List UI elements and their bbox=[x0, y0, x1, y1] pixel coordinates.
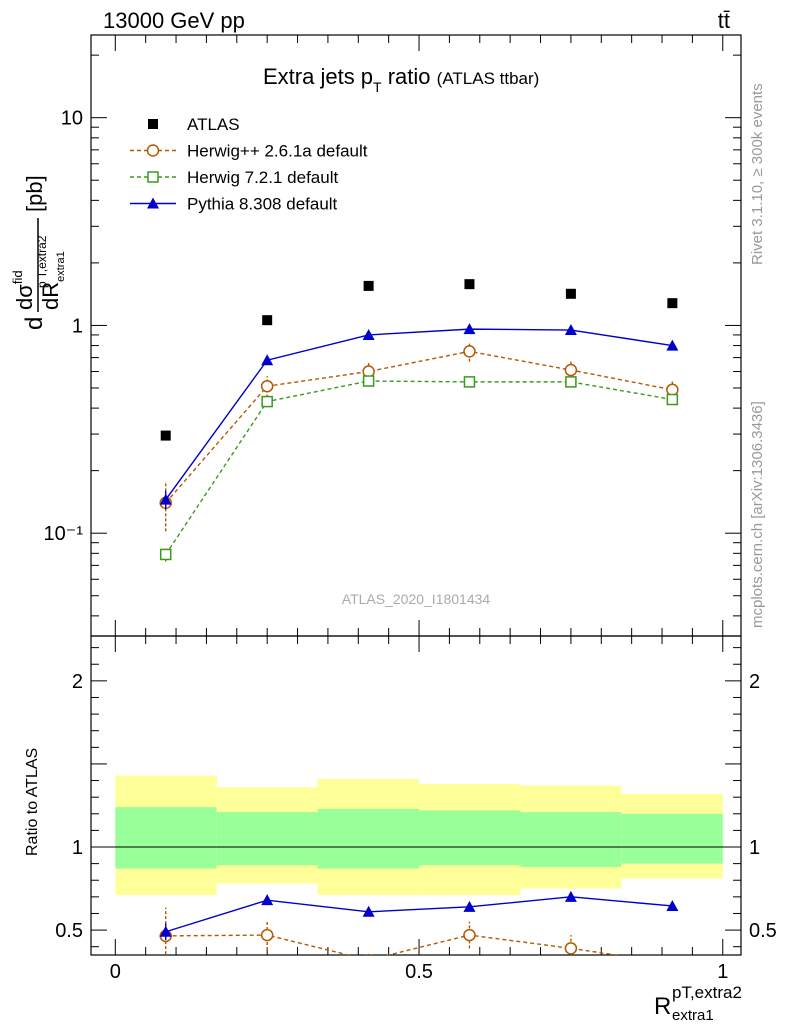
legend-item: ATLAS bbox=[148, 115, 240, 134]
y-tick-label-right: 2 bbox=[749, 671, 760, 693]
series-line bbox=[165, 934, 621, 955]
series-herwig-2-6-1a-default bbox=[159, 342, 679, 532]
data-point bbox=[463, 928, 476, 942]
data-point bbox=[463, 900, 476, 912]
uncertainty-bands bbox=[91, 775, 741, 896]
legend-label: Pythia 8.308 default bbox=[187, 195, 338, 214]
data-point bbox=[260, 379, 274, 393]
data-point bbox=[159, 548, 172, 561]
svg-text:d: d bbox=[21, 317, 48, 330]
data-point bbox=[260, 928, 274, 942]
svg-text:dσfid: dσfid bbox=[10, 270, 37, 310]
svg-text:R: R bbox=[654, 993, 671, 1020]
data-point bbox=[666, 393, 679, 406]
data-point bbox=[463, 345, 476, 358]
energy-label: 13000 GeV pp bbox=[103, 8, 245, 33]
bottom-series bbox=[159, 890, 679, 969]
bottom-panel-axes: 0 0.5 1 0.5 0.5 1 1 2 2 bbox=[55, 635, 777, 983]
legend-item: Herwig++ 2.6.1a default bbox=[130, 142, 368, 161]
data-point bbox=[463, 323, 476, 335]
band-green bbox=[520, 812, 622, 867]
data-point bbox=[261, 894, 274, 906]
x-tick-label: 0.5 bbox=[405, 961, 433, 983]
y-tick-label: 1 bbox=[72, 315, 83, 337]
data-point bbox=[362, 905, 375, 917]
ratio-series-pythia-8-308-default bbox=[159, 890, 679, 941]
data-point bbox=[464, 279, 475, 290]
svg-text:p T,extra2: p T,extra2 bbox=[35, 235, 49, 288]
mcplots-label: mcplots.cern.ch [arXiv:1306.3436] bbox=[749, 401, 766, 628]
rivet-version-label: Rivet 3.1.10, ≥ 300k events bbox=[749, 83, 766, 265]
series-atlas bbox=[160, 279, 678, 441]
y-tick-label: 10⁻¹ bbox=[44, 523, 84, 545]
data-point bbox=[261, 395, 273, 408]
y-tick-label: 0.5 bbox=[55, 920, 83, 942]
series-layer bbox=[159, 279, 679, 969]
data-point bbox=[564, 363, 578, 377]
legend-label: Herwig 7.2.1 default bbox=[187, 168, 338, 187]
data-point bbox=[146, 144, 160, 157]
data-point bbox=[364, 953, 373, 955]
x-axis-label: R pT,extra2 extra1 bbox=[654, 983, 742, 1024]
series-line bbox=[165, 896, 673, 933]
data-point bbox=[147, 197, 159, 209]
legend-item: Herwig 7.2.1 default bbox=[130, 168, 338, 187]
legend-item: Pythia 8.308 default bbox=[130, 195, 338, 214]
svg-text:dRextra1: dRextra1 bbox=[38, 251, 67, 310]
band-green bbox=[419, 810, 521, 866]
y-axis-label-ratio: Ratio to ATLAS bbox=[24, 748, 41, 856]
band-green bbox=[216, 812, 318, 866]
series-pythia-8-308-default bbox=[159, 323, 679, 510]
band-green bbox=[621, 813, 723, 864]
process-label: tt̄ bbox=[718, 8, 730, 33]
watermark: ATLAS_2020_I1801434 bbox=[342, 591, 491, 607]
legend: ATLAS Herwig++ 2.6.1a default Herwig 7.2.1… bbox=[130, 115, 368, 214]
data-point bbox=[363, 280, 374, 291]
svg-text:[pb]: [pb] bbox=[22, 175, 47, 212]
y-tick-label: 2 bbox=[72, 671, 83, 693]
data-point bbox=[666, 383, 679, 397]
data-point bbox=[667, 958, 678, 969]
data-point bbox=[147, 171, 159, 183]
series-line bbox=[165, 350, 673, 504]
data-point bbox=[667, 298, 678, 309]
top-series bbox=[159, 279, 679, 562]
data-point bbox=[362, 375, 375, 387]
data-point bbox=[159, 493, 172, 505]
data-point bbox=[262, 315, 273, 326]
legend-label: ATLAS bbox=[187, 115, 240, 134]
data-point bbox=[159, 925, 172, 937]
data-point bbox=[463, 376, 476, 388]
bottom-panel-frame bbox=[90, 635, 742, 956]
data-point bbox=[565, 376, 577, 388]
data-point bbox=[261, 354, 274, 366]
svg-text:extra1: extra1 bbox=[672, 1007, 714, 1024]
data-point bbox=[362, 328, 375, 340]
data-point bbox=[564, 942, 578, 955]
series-line bbox=[165, 328, 673, 501]
data-point bbox=[666, 899, 679, 911]
svg-text:pT,extra2: pT,extra2 bbox=[672, 983, 742, 1002]
data-point bbox=[565, 288, 576, 299]
ratio-series-herwig-2-6-1a-default bbox=[159, 907, 678, 969]
data-point bbox=[564, 324, 577, 336]
data-point bbox=[564, 890, 577, 902]
band-green bbox=[115, 807, 217, 869]
x-tick-label: 0 bbox=[110, 961, 121, 983]
y-tick-label: 10 bbox=[61, 108, 83, 130]
legend-label: Herwig++ 2.6.1a default bbox=[187, 142, 368, 161]
band-green bbox=[317, 808, 420, 869]
y-tick-label-right: 0.5 bbox=[749, 920, 777, 942]
data-point bbox=[666, 339, 679, 351]
chart-title: Extra jets pT ratio (ATLAS ttbar) bbox=[263, 64, 539, 95]
x-tick-label: 1 bbox=[717, 961, 728, 983]
data-point bbox=[148, 119, 158, 129]
y-tick-label: 1 bbox=[72, 837, 83, 859]
y-axis-label-top: d dσfid p T,extra2 dRextra1 [pb] bbox=[10, 175, 67, 330]
y-tick-label-right: 1 bbox=[749, 837, 760, 859]
series-herwig-7-2-1-default bbox=[159, 375, 679, 562]
series-line bbox=[165, 380, 673, 555]
data-point bbox=[160, 430, 171, 441]
